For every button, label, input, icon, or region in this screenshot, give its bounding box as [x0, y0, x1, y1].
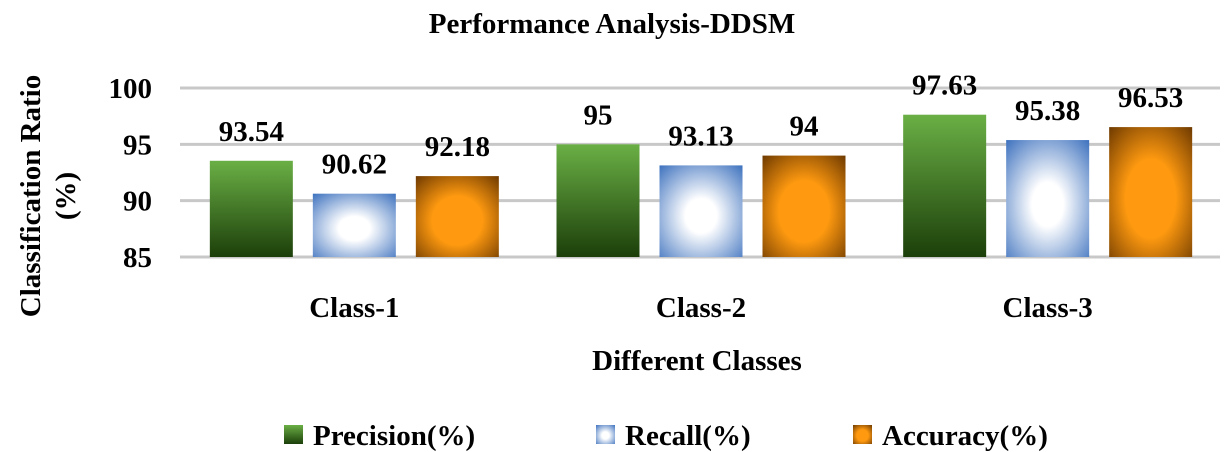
bar-recall-class-1 [312, 193, 396, 257]
data-label: 90.62 [322, 149, 387, 181]
data-label: 93.54 [219, 116, 284, 148]
y-axis-label-line-1: Classification Ratio [15, 75, 47, 317]
y-tick-label: 85 [123, 242, 152, 274]
bar-recall-class-3 [1006, 140, 1090, 257]
legend-swatch [596, 425, 615, 444]
y-tick-label: 95 [123, 129, 152, 161]
bar-accuracy-class-1 [415, 176, 499, 257]
bar-accuracy-class-2 [762, 155, 846, 257]
legend: Precision(%) Recall(%) Accuracy(%) [284, 420, 1048, 452]
x-tick-label: Class-2 [656, 292, 746, 324]
y-tick-label: 90 [123, 186, 152, 218]
legend-label: Recall(%) [625, 420, 751, 452]
y-axis-label-line-2: (%) [50, 172, 82, 220]
x-axis-label: Different Classes [592, 345, 802, 377]
x-tick-label: Class-3 [1003, 292, 1093, 324]
legend-label: Precision(%) [313, 420, 475, 452]
data-label: 92.18 [425, 131, 490, 163]
y-axis-label: Classification Ratio (%) [15, 75, 82, 317]
legend-swatch [284, 425, 303, 444]
data-label: 96.53 [1118, 82, 1183, 114]
y-tick-label: 100 [109, 73, 153, 105]
data-label: 95.38 [1015, 95, 1080, 127]
legend-swatch [853, 425, 872, 444]
chart-title: Performance Analysis-DDSM [429, 8, 795, 40]
legend-label: Accuracy(%) [882, 420, 1048, 452]
data-label: 95 [584, 99, 613, 131]
bar-precision-class-1 [209, 160, 293, 257]
bar-precision-class-2 [556, 144, 640, 257]
data-label: 94 [790, 111, 819, 143]
bar-accuracy-class-3 [1109, 127, 1193, 257]
bar-precision-class-3 [903, 114, 987, 258]
bar-recall-class-2 [659, 165, 743, 257]
x-tick-label: Class-1 [309, 292, 399, 324]
data-label: 97.63 [912, 70, 977, 102]
data-label: 93.13 [668, 120, 733, 152]
